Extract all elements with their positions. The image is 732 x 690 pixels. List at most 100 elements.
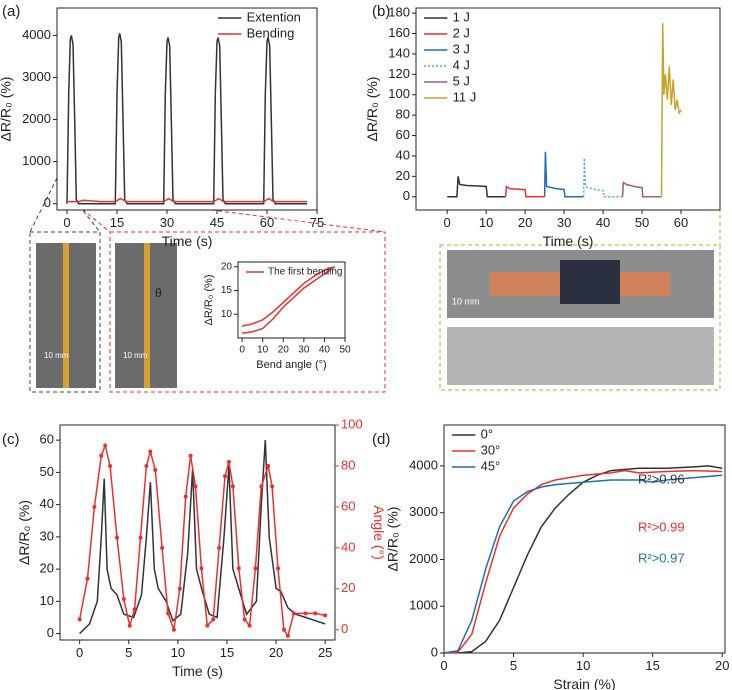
x-tick-label: 25: [318, 645, 332, 660]
x-tick-label: 20: [518, 215, 532, 230]
series-marker: [183, 494, 188, 499]
x-tick-label: 45: [210, 215, 224, 230]
series-marker: [92, 504, 97, 509]
y-tick-label: 140: [388, 45, 410, 60]
y-axis-label: ΔR/R₀ (%): [364, 77, 380, 142]
y-tick-label: 0: [431, 644, 438, 659]
legend-label: 1 J: [453, 9, 470, 24]
x-tick-label: 50: [635, 215, 649, 230]
y-axis-label: ΔR/R₀ (%): [0, 77, 13, 142]
legend-label: 5 J: [453, 73, 470, 88]
x-tick-label: 40: [596, 215, 610, 230]
y-tick-label: 2000: [22, 111, 51, 126]
series-marker: [199, 566, 204, 571]
series-line: [241, 266, 336, 335]
series-line: [543, 151, 584, 198]
annotation: 10 mm: [452, 296, 480, 306]
plot-area: [443, 424, 726, 654]
x-tick-label: 20: [715, 658, 729, 673]
series-line: [582, 157, 623, 198]
photo-detail: [560, 260, 620, 304]
series-marker: [160, 545, 165, 550]
x-tick-label: 0: [76, 645, 83, 660]
series-marker: [148, 449, 153, 454]
y2-tick-label: 80: [341, 457, 355, 472]
annotation: θ: [155, 286, 162, 300]
x-axis-label: Strain (%): [553, 676, 615, 690]
x-axis-label: Time (s): [172, 663, 223, 679]
panel-label: (c): [2, 431, 20, 448]
series-marker: [132, 607, 137, 612]
y-axis-label: ΔR/R₀ (%): [203, 274, 215, 325]
y-tick-label: 1000: [22, 153, 51, 168]
panel-label: (d): [372, 431, 390, 448]
series-marker: [247, 623, 252, 628]
series-line: [444, 465, 723, 653]
annotation: 10 mm: [563, 605, 585, 612]
x-tick-label: 50: [339, 345, 351, 356]
series-marker: [270, 484, 275, 489]
x-tick-label: 10: [171, 645, 185, 660]
x-tick-label: 20: [278, 345, 290, 356]
series-marker: [276, 566, 281, 571]
y-tick-label: 0: [47, 625, 54, 640]
connector: [56, 177, 101, 233]
y-tick-label: 20: [40, 561, 54, 576]
y2-tick-label: 20: [341, 580, 355, 595]
photo-detail: [144, 243, 150, 388]
y-tick-label: 10: [40, 593, 54, 608]
legend-label: Bending: [247, 25, 295, 40]
series-marker: [253, 566, 258, 571]
series-marker: [303, 611, 308, 616]
y-tick-label: 50: [40, 464, 54, 479]
x-axis-label: Time (s): [543, 233, 594, 249]
x-tick-label: 10: [257, 345, 269, 356]
legend-label: 3 J: [453, 41, 470, 56]
y-tick-label: 40: [396, 147, 410, 162]
y2-tick-label: 100: [341, 416, 363, 431]
y2-axis-label: Angle (°): [371, 505, 387, 560]
photo-detail: [63, 243, 69, 388]
y2-tick-label: 0: [341, 621, 348, 636]
series-marker: [138, 535, 143, 540]
x-tick-label: 0: [239, 345, 245, 356]
x-axis-label: Time (s): [162, 233, 213, 249]
x-tick-label: 15: [220, 645, 234, 660]
y-tick-label: 20: [221, 261, 233, 272]
series-marker: [211, 617, 216, 622]
y-tick-label: 30: [40, 528, 54, 543]
y-tick-label: 15: [221, 285, 233, 296]
y-axis-label: ΔR/R₀ (%): [384, 507, 400, 572]
series-line: [660, 23, 682, 197]
y-tick-label: 4000: [22, 27, 51, 42]
y-tick-label: 180: [388, 5, 410, 20]
series-marker: [127, 623, 132, 628]
legend-label: Extention: [247, 9, 301, 24]
x-tick-label: 30: [557, 215, 571, 230]
annotation: 10 mm: [44, 351, 69, 360]
y-tick-label: 40: [40, 496, 54, 511]
panel-label: (a): [2, 3, 20, 20]
series-marker: [188, 453, 193, 458]
series-marker: [259, 484, 264, 489]
series-marker: [171, 627, 176, 632]
y-tick-label: 10: [221, 309, 233, 320]
annotation: R²>0.99: [638, 519, 685, 534]
x-tick-label: 30: [160, 215, 174, 230]
y-tick-label: 100: [388, 86, 410, 101]
legend-label: 2 J: [453, 25, 470, 40]
legend-label: 45°: [481, 458, 501, 473]
series-marker: [153, 468, 158, 473]
x-tick-label: 40: [319, 345, 331, 356]
y-tick-label: 0: [44, 195, 51, 210]
x-tick-label: 10: [479, 215, 493, 230]
x-tick-label: 10: [576, 658, 590, 673]
series-marker: [285, 633, 290, 638]
series-marker: [281, 627, 286, 632]
series-line: [444, 469, 723, 653]
legend-label: 30°: [481, 442, 501, 457]
series-marker: [236, 566, 241, 571]
series-line: [504, 185, 545, 198]
series-line: [444, 474, 723, 653]
